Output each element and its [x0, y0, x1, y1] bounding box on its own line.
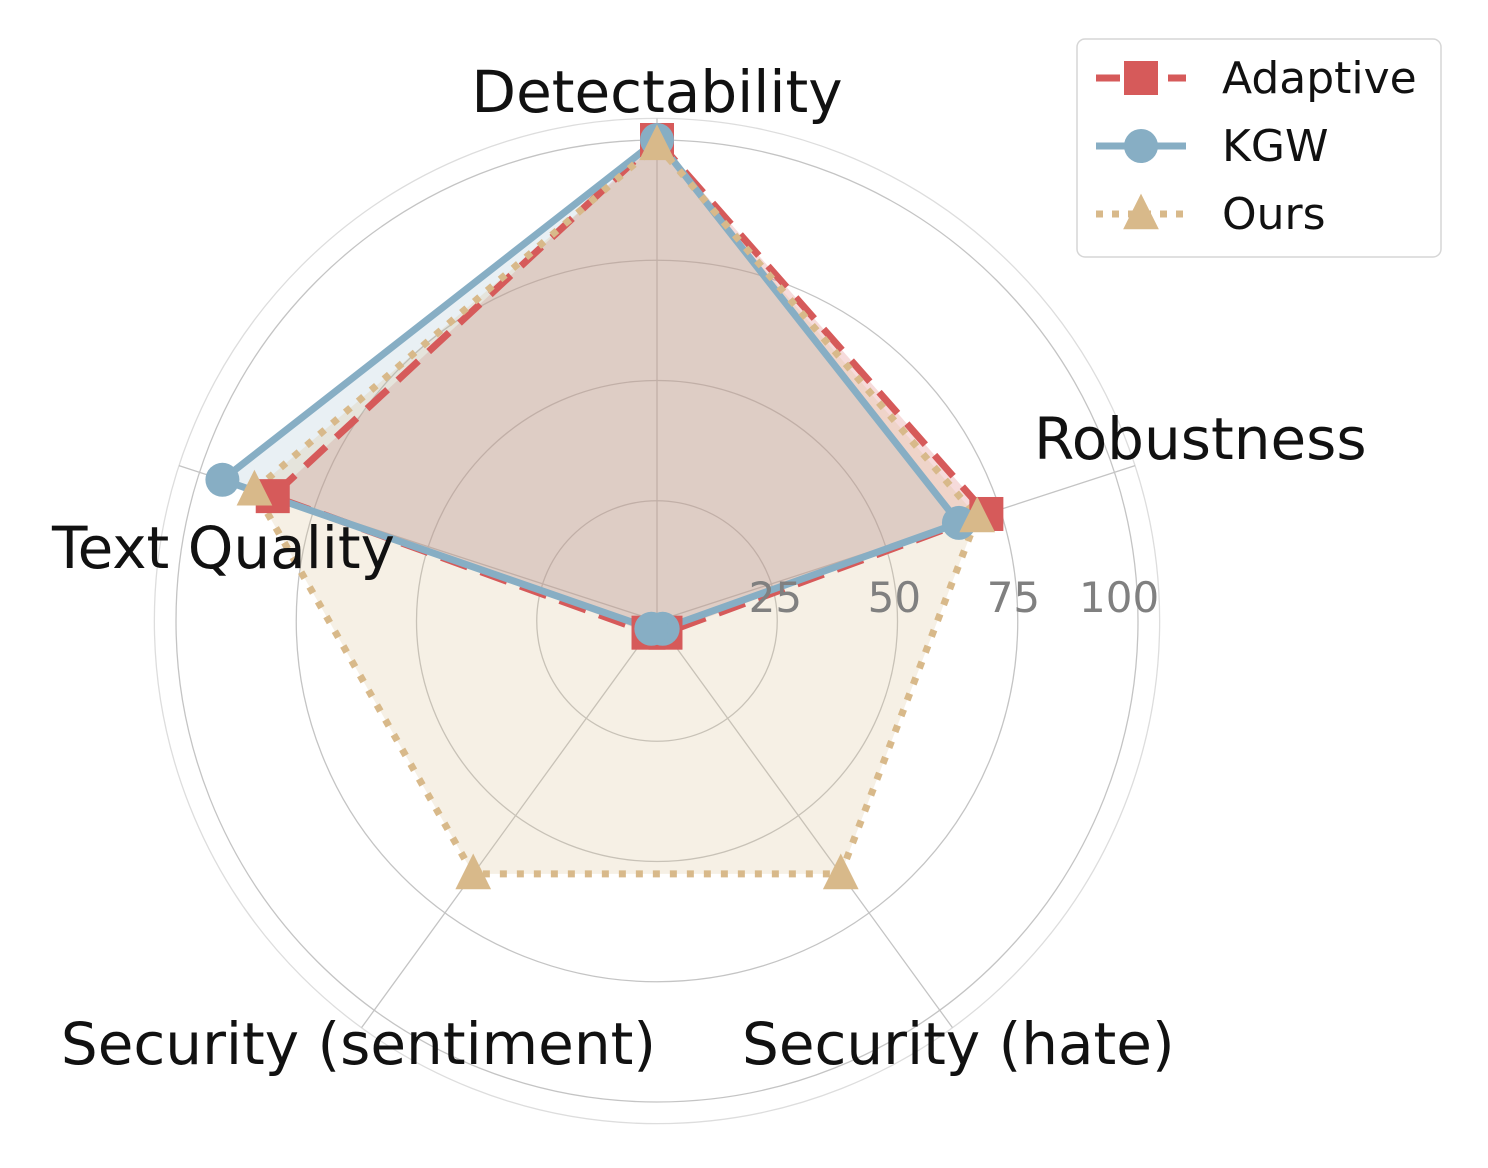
series-fill-kgw — [222, 140, 959, 629]
legend-label-ours: Ours — [1222, 189, 1326, 240]
radar-grid — [153, 117, 1161, 1125]
tick-label-75: 75 — [987, 573, 1040, 622]
legend-frame — [1076, 38, 1442, 258]
marker-ours-security-hate — [822, 853, 859, 890]
marker-kgw-security-sentiment — [634, 611, 669, 646]
marker-ours-robustness — [959, 496, 996, 533]
series-fills — [222, 140, 987, 874]
axis-label-security-sentiment: Security (sentiment) — [61, 1010, 656, 1078]
axis-label-security-hate: Security (hate) — [742, 1010, 1175, 1078]
spoke-security-sentiment — [361, 620, 658, 1029]
axis-label-text-quality: Text Quality — [51, 514, 395, 582]
tick-label-100: 100 — [1079, 573, 1159, 622]
tick-label-25: 25 — [749, 573, 802, 622]
marker-ours-security-sentiment — [455, 853, 492, 890]
radial-tick-labels: 25 50 75 100 — [749, 573, 1160, 622]
marker-ours-detectability — [639, 124, 675, 161]
legend-marker-ours — [1123, 193, 1159, 230]
axis-label-robustness: Robustness — [1034, 405, 1367, 473]
marker-ours-text-quality — [236, 469, 273, 506]
tick-label-50: 50 — [868, 573, 921, 622]
marker-kgw-text-quality — [205, 462, 240, 497]
legend: Adaptive KGW Ours — [1076, 38, 1442, 258]
spoke-security-hate — [656, 620, 953, 1029]
axis-label-detectability: Detectability — [471, 58, 842, 126]
legend-marker-adaptive — [1124, 61, 1158, 95]
series-line-ours — [250, 141, 981, 878]
legend-label-kgw: KGW — [1222, 121, 1328, 172]
series-markers — [205, 123, 1004, 890]
legend-label-adaptive: Adaptive — [1222, 53, 1417, 104]
legend-marker-kgw — [1124, 129, 1158, 163]
axis-labels: Detectability Robustness Security (hate) Se… — [51, 58, 1367, 1078]
series-fill-adaptive — [272, 140, 987, 633]
series-fill-ours — [254, 144, 978, 874]
